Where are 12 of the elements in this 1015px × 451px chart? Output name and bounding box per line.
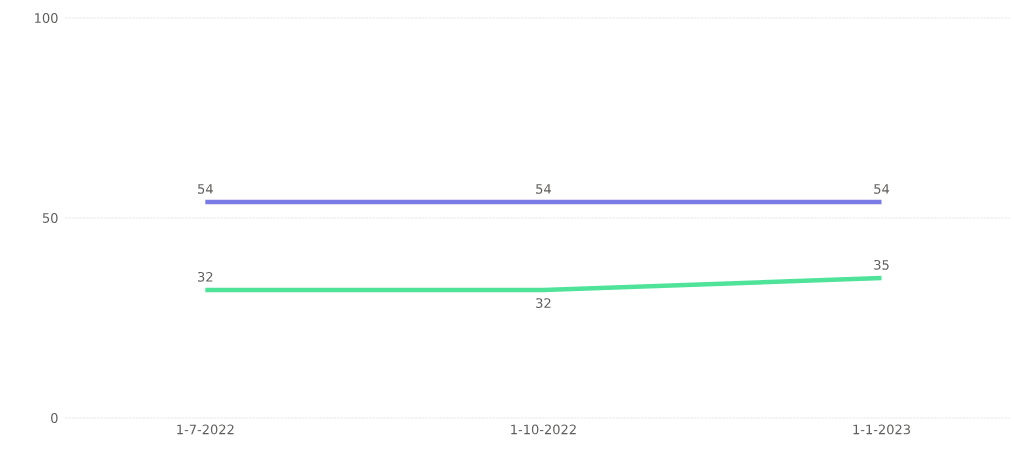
data-label: 54 — [198, 184, 213, 194]
data-label: 32 — [536, 298, 551, 309]
data-label: 54 — [536, 184, 551, 194]
data-label: 54 — [874, 184, 890, 194]
x-tick-label: 1-1-2023 — [853, 424, 910, 435]
data-label: 32 — [198, 271, 213, 282]
x-tick-label: 1-7-2022 — [177, 424, 234, 435]
y-tick-label: 50 — [42, 213, 58, 223]
y-tick-label: 100 — [35, 13, 58, 23]
y-tick-label: 0 — [51, 413, 58, 423]
data-label: 35 — [874, 259, 889, 270]
x-tick-label: 1-10-2022 — [511, 424, 576, 435]
